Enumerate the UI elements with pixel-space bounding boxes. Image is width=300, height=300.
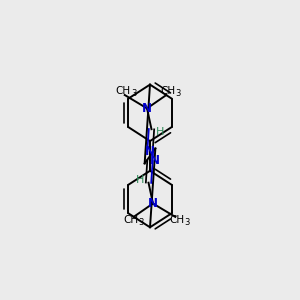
Text: H: H [135,175,144,185]
Text: N: N [148,197,158,210]
Text: CH: CH [169,215,184,225]
Text: N: N [142,102,152,115]
Text: CH: CH [116,86,131,96]
Text: CH: CH [123,215,138,225]
Text: CH: CH [160,86,176,96]
Text: H: H [156,127,165,136]
Text: 3: 3 [138,218,144,227]
Text: N: N [150,154,160,167]
Text: 3: 3 [176,89,181,98]
Text: 3: 3 [131,89,136,98]
Text: 3: 3 [184,218,190,227]
Text: N: N [145,145,155,158]
